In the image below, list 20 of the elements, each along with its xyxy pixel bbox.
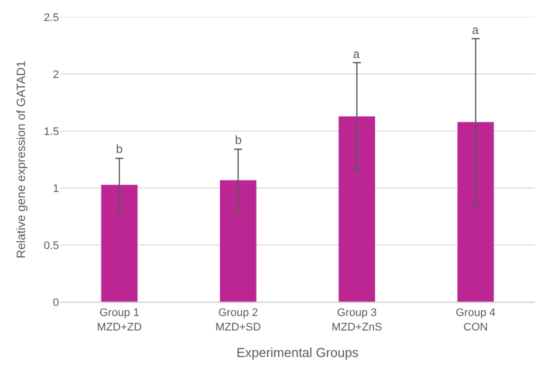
y-tick-label: 0 [52,296,59,309]
x-tick-label: Group 1 MZD+ZD [96,307,142,334]
y-axis-title: Relative gene expression of GATAD1 [14,60,28,258]
x-tick-label: Group 3 MZD+ZnS [332,307,382,334]
annotation: a [353,47,360,61]
x-tick-label: Group 2 MZD+SD [215,307,261,334]
bar [456,122,494,302]
annotation: b [235,133,242,147]
annotation: a [472,23,479,37]
bar [338,116,376,302]
bar [100,184,138,302]
y-tick-label: 2.5 [44,12,59,24]
y-tick-label: 1 [52,182,59,195]
x-tick-label: Group 4 CON [456,307,496,334]
y-tick-label: 1.5 [44,126,59,138]
bar [219,180,257,302]
x-axis-title: Experimental Groups [236,345,360,360]
y-tick-label: 0.5 [44,240,59,252]
y-tick-label: 2 [52,68,59,81]
annotation: b [116,142,123,156]
